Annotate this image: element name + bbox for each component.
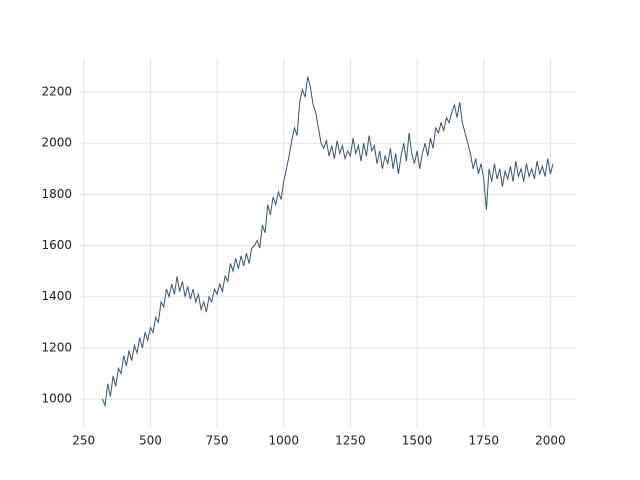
y-tick-label: 2200 <box>41 85 72 99</box>
x-tick-label: 1250 <box>335 434 366 448</box>
x-tick-label: 1750 <box>468 434 499 448</box>
x-tick-label: 500 <box>139 434 162 448</box>
x-tick-label: 250 <box>72 434 95 448</box>
y-tick-label: 1000 <box>41 392 72 406</box>
x-tick-label: 1000 <box>268 434 299 448</box>
y-tick-label: 1800 <box>41 187 72 201</box>
y-tick-label: 1200 <box>41 340 72 354</box>
y-tick-label: 1600 <box>41 238 72 252</box>
y-tick-label: 2000 <box>41 136 72 150</box>
x-tick-label: 2000 <box>535 434 566 448</box>
data-line <box>101 76 554 408</box>
x-tick-label: 1500 <box>402 434 433 448</box>
x-tick-label: 750 <box>206 434 229 448</box>
y-tick-label: 1400 <box>41 289 72 303</box>
